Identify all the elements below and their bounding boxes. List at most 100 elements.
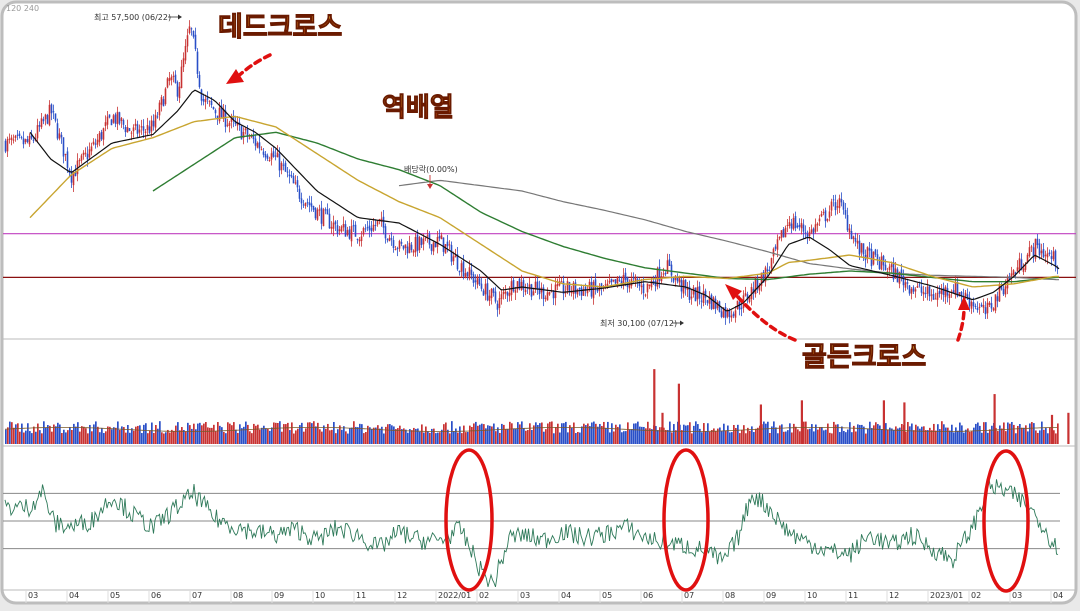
candle-body (72, 172, 75, 186)
volume-bar (779, 425, 781, 444)
candle-body (190, 28, 193, 30)
candle-body (216, 115, 219, 119)
candle-body (196, 51, 199, 74)
volume-bar (709, 431, 711, 444)
volume-bar (711, 430, 713, 444)
volume-bar (241, 428, 243, 444)
month-label: 09 (766, 591, 776, 600)
volume-bar (1057, 423, 1059, 444)
volume-bar (283, 424, 285, 444)
volume-bar (1005, 431, 1007, 444)
candle-body (658, 266, 661, 281)
volume-bar (799, 431, 801, 444)
candle-body (416, 234, 419, 252)
candle-body (1016, 267, 1019, 272)
volume-bar (997, 431, 999, 444)
volume-bar (427, 431, 429, 444)
volume-bar (545, 429, 547, 444)
candle-body (368, 225, 371, 231)
volume-bar (717, 428, 719, 444)
volume-bar (243, 426, 245, 444)
low-price-label: 최저 30,100 (07/12) (600, 318, 684, 328)
candle-body (120, 118, 123, 122)
candle-body (444, 244, 447, 254)
candle-body (848, 228, 851, 233)
candle-body (168, 78, 171, 81)
candle-body (854, 237, 857, 242)
volume-bar (437, 432, 439, 444)
candle-body (166, 78, 169, 88)
candle-body (500, 294, 503, 300)
volume-bar (767, 421, 769, 444)
candle-body (514, 290, 517, 293)
candle-body (140, 126, 143, 128)
candle-body (748, 297, 751, 302)
volume-bar (551, 421, 553, 444)
candle-body (390, 238, 393, 240)
volume-bar (707, 423, 709, 444)
candle-body (260, 149, 263, 151)
volume-bar (929, 427, 931, 444)
candle-body (10, 137, 13, 141)
candle-body (580, 287, 583, 296)
candle-body (754, 277, 757, 295)
candle-body (534, 281, 537, 290)
volume-bar (43, 421, 45, 444)
volume-bar (619, 424, 621, 444)
volume-bar (321, 431, 323, 444)
volume-bar (237, 432, 239, 444)
volume-bar (965, 429, 967, 444)
volume-bar (261, 427, 263, 444)
low-price-text: 최저 30,100 (07/12) (600, 318, 677, 328)
volume-bar (67, 430, 69, 444)
volume-bar (999, 425, 1001, 444)
volume-bar (961, 425, 963, 444)
candle-body (530, 284, 533, 297)
volume-bar (305, 428, 307, 444)
candle-body (640, 285, 643, 288)
candle-body (274, 155, 277, 157)
volume-bar (325, 428, 327, 444)
candle-body (398, 240, 401, 249)
volume-bar (497, 427, 499, 444)
volume-bar (165, 432, 167, 444)
volume-spike-bar (759, 404, 762, 444)
volume-bar (329, 430, 331, 444)
candle-body (542, 287, 545, 300)
volume-bar (851, 432, 853, 444)
candle-body (596, 289, 599, 292)
ma-long-line (152, 131, 1060, 283)
volume-bar (85, 428, 87, 444)
volume-bar (355, 426, 357, 444)
candle-body (42, 119, 45, 122)
candle-body (820, 213, 823, 217)
candle-body (266, 155, 269, 159)
candle-body (1048, 252, 1051, 255)
volume-bar (119, 430, 121, 444)
volume-bar (265, 428, 267, 444)
volume-bar (975, 423, 977, 444)
circle-3 (982, 449, 1030, 593)
candle-body (958, 292, 961, 296)
volume-bar (747, 427, 749, 444)
volume-bar (259, 429, 261, 444)
candle-body (178, 86, 181, 99)
month-label: 03 (28, 591, 38, 600)
volume-bar (311, 423, 313, 444)
candle-body (262, 151, 265, 155)
volume-bar (419, 431, 421, 444)
candle-body (84, 152, 87, 154)
volume-bar (269, 430, 271, 444)
candle-body (616, 277, 619, 284)
candles-layer (4, 20, 1059, 325)
volume-bar (357, 427, 359, 444)
volume-bar (693, 425, 695, 444)
candle-body (96, 139, 99, 145)
candle-body (850, 230, 853, 240)
candle-body (508, 292, 511, 297)
volume-bar (897, 428, 899, 444)
candle-body (834, 202, 837, 211)
candle-body (716, 302, 719, 309)
candle-body (1012, 270, 1015, 275)
candle-body (334, 221, 337, 225)
